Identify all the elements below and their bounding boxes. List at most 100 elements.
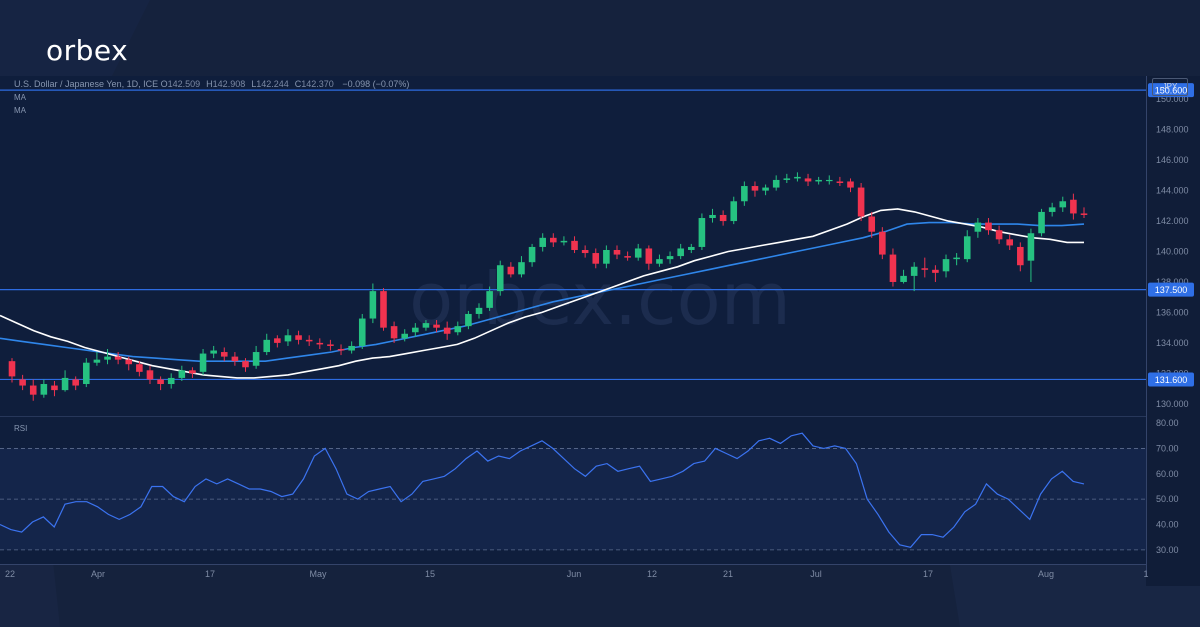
candle-body [634, 248, 642, 258]
price-tick-label: 134.000 [1156, 338, 1189, 348]
ohlc-label: C [294, 79, 302, 89]
candle-body [1059, 201, 1067, 208]
candle-body [167, 377, 175, 385]
candle-body [146, 370, 154, 380]
candle-body [571, 240, 578, 250]
price-level-label: 150.600 [1155, 86, 1188, 96]
candle-body [550, 237, 557, 243]
candle-body [486, 291, 493, 308]
candle-body [1017, 246, 1024, 266]
candle-body [242, 361, 249, 368]
candle-body [1048, 207, 1056, 212]
rsi-tick-label: 60.00 [1156, 469, 1179, 479]
candle-body [178, 370, 186, 378]
candle-body [220, 352, 228, 357]
rsi-tick-label: 80.00 [1156, 418, 1179, 428]
candle-body [337, 348, 345, 351]
price-level-tag [1148, 282, 1194, 297]
price-tick-label: 142.000 [1156, 216, 1189, 226]
candle-body [93, 359, 101, 363]
candle-body [772, 179, 780, 188]
candle-body [783, 178, 791, 180]
watermark-text: orbex.com [409, 257, 791, 341]
instrument-info: U.S. Dollar / Japanese Yen, 1D, ICE O142… [14, 79, 409, 89]
candle-body [61, 377, 69, 391]
chart-canvas: orbex.com130.000132.000134.000136.000138… [0, 76, 1200, 586]
rsi-label: RSI [14, 424, 28, 433]
price-tick-label: 146.000 [1156, 155, 1189, 165]
candle-body [114, 356, 122, 360]
candle-body [581, 250, 589, 254]
candle-body [295, 335, 302, 340]
candle-body [741, 186, 748, 202]
currency-badge[interactable]: JPY [1152, 78, 1188, 96]
time-tick-label: May [309, 569, 327, 579]
candle-body [72, 379, 79, 386]
candle-body [433, 324, 440, 328]
candle-body [953, 257, 960, 260]
candle-body [762, 187, 769, 191]
time-tick-label: 1 [1143, 569, 1148, 579]
price-tick-label: 140.000 [1156, 247, 1189, 257]
candle-body [1038, 211, 1045, 234]
rsi-line [0, 432, 1085, 548]
time-tick-label: 15 [425, 569, 435, 579]
candle-body [613, 250, 621, 255]
candle-body [603, 250, 610, 264]
candle-body [136, 364, 143, 372]
candle-body [496, 265, 504, 292]
time-tick-label: 22 [5, 569, 15, 579]
candle-body [921, 268, 929, 270]
ohlc-value: 142.370 [301, 79, 334, 89]
candle-body [963, 236, 971, 260]
candle-body [390, 326, 398, 339]
candle-body [794, 176, 801, 179]
candle-body [687, 246, 695, 250]
candle-body [974, 222, 982, 232]
candle-body [252, 352, 260, 366]
candle-body [751, 186, 759, 191]
price-level-label: 131.600 [1155, 375, 1188, 385]
candle-body [327, 344, 334, 346]
candle-body [518, 262, 525, 275]
price-tick-label: 136.000 [1156, 307, 1189, 317]
candle-body [380, 291, 387, 328]
candle-body [231, 356, 239, 362]
candle-body [83, 362, 90, 385]
ohlc-label: H [206, 79, 213, 89]
candle-body [847, 181, 854, 188]
candle-body [104, 356, 111, 360]
candle-body [316, 342, 324, 345]
candle-body [199, 353, 207, 372]
ma-slow-label: MA [14, 106, 26, 115]
candle-body [528, 246, 536, 263]
candle-body [985, 222, 992, 231]
price-tick-label: 138.000 [1156, 277, 1189, 287]
candle-body [932, 269, 939, 273]
candle-body [592, 253, 600, 264]
ohlc-value: 142.509 [167, 79, 201, 89]
candle-body [836, 181, 844, 183]
instrument-name: U.S. Dollar / Japanese Yen, 1D, ICE [14, 79, 159, 89]
candle-body [560, 240, 568, 243]
price-tick-label: 148.000 [1156, 125, 1189, 135]
time-tick-label: 21 [723, 569, 733, 579]
candle-body [263, 339, 271, 353]
candle-body [857, 187, 865, 217]
candle-body [624, 256, 631, 258]
candle-body [879, 231, 886, 255]
candle-body [698, 218, 706, 247]
candle-body [8, 361, 16, 377]
candle-body [125, 359, 133, 365]
candle-body [29, 385, 37, 395]
candle-body [475, 307, 483, 314]
candle-body [412, 327, 419, 333]
candle-body [454, 326, 462, 333]
price-level-tag [1148, 83, 1194, 98]
candle-body [804, 178, 812, 182]
candle-body [443, 327, 451, 334]
candle-body [900, 275, 907, 282]
time-tick-label: Aug [1038, 569, 1054, 579]
price-level-tag [1148, 372, 1194, 387]
candle-body [51, 385, 58, 391]
